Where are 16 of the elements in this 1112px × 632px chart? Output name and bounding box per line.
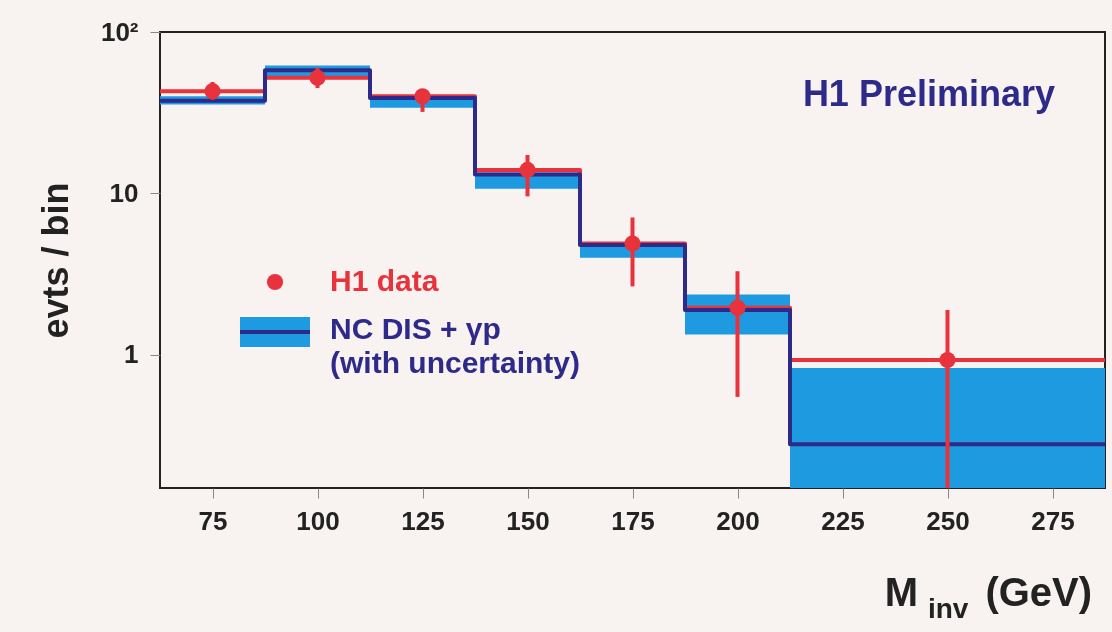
x-tick-label: 200 — [716, 505, 760, 536]
legend-label: H1 data — [330, 264, 439, 297]
y-tick-label: 10 — [109, 177, 139, 208]
y-tick-label: 1 — [124, 339, 139, 370]
x-tick-label: 225 — [821, 505, 865, 536]
annotation: H1 Preliminary — [802, 73, 1055, 114]
x-tick-label: 125 — [401, 505, 445, 536]
x-tick-label: 100 — [296, 505, 340, 536]
y-axis-title: evts / bin — [34, 182, 76, 339]
y-tick-label: 10² — [100, 16, 139, 47]
x-tick-label: 250 — [926, 505, 970, 536]
x-tick-label: 75 — [198, 505, 228, 536]
x-tick-label: 150 — [506, 505, 550, 536]
x-tick-label: 275 — [1031, 505, 1075, 536]
x-tick-label: 175 — [611, 505, 655, 536]
legend-label: NC DIS + γp (with uncertainty) — [330, 312, 581, 379]
